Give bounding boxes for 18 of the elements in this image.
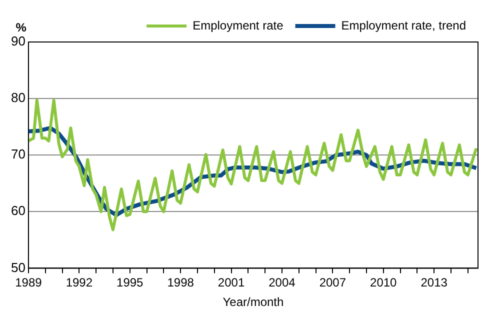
legend-label: Employment rate bbox=[192, 18, 284, 32]
x-tick-label: 2001 bbox=[218, 276, 245, 290]
x-axis-title: Year/month bbox=[222, 295, 284, 310]
x-tick-label: 1992 bbox=[66, 276, 93, 290]
x-tick-label: 1998 bbox=[167, 276, 194, 290]
x-tick-label: 1995 bbox=[116, 276, 144, 290]
x-tick-label: 2013 bbox=[420, 276, 448, 290]
y-tick-label: 80 bbox=[10, 90, 26, 106]
y-tick-label: 90 bbox=[10, 34, 26, 49]
x-tick-label: 1989 bbox=[15, 276, 42, 290]
y-tick-label: 50 bbox=[10, 260, 26, 275]
y-tick-label: 70 bbox=[10, 146, 26, 162]
legend-label: Employment rate, trend bbox=[341, 18, 466, 32]
y-axis-title: % bbox=[16, 20, 27, 34]
y-tick-label: 60 bbox=[10, 203, 26, 218]
x-tick-label: 2010 bbox=[370, 276, 398, 290]
x-tick-label: 2007 bbox=[319, 276, 346, 290]
x-tick-label: 2004 bbox=[268, 276, 296, 290]
